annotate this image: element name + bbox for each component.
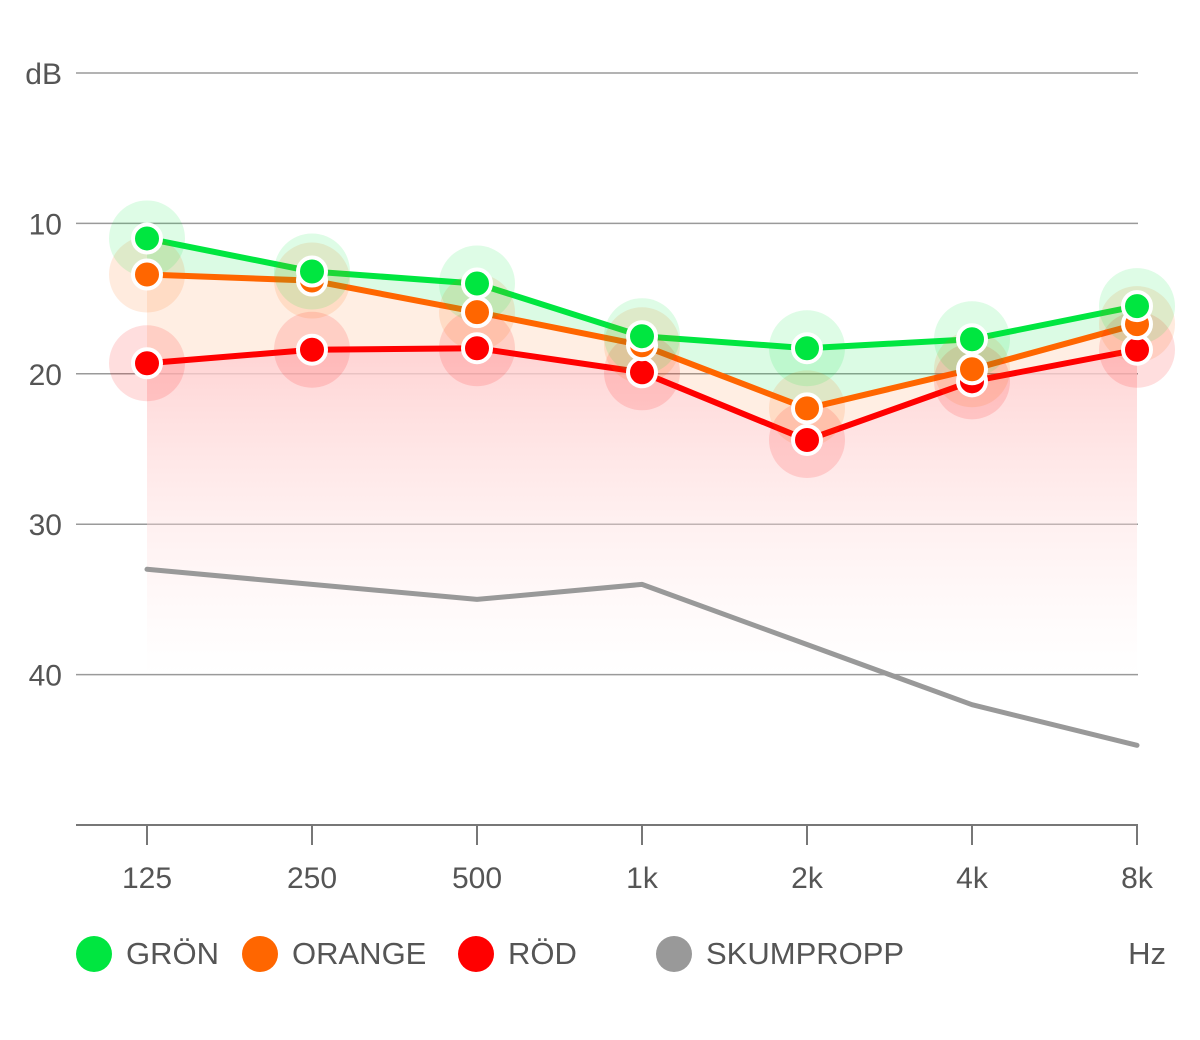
legend-item-rod: RÖD <box>458 928 577 980</box>
data-point-orange <box>461 296 493 329</box>
y-tick-label: 10 <box>29 208 62 241</box>
data-point-grön <box>131 222 163 255</box>
legend-item-skumpropp: SKUMPROPP <box>656 928 904 980</box>
x-tick-label: 8k <box>1121 862 1154 895</box>
x-tick-label: 500 <box>452 862 502 895</box>
y-tick-label: 20 <box>29 359 62 392</box>
legend-item-gron: GRÖN <box>76 928 219 980</box>
legend-swatch-gron <box>76 936 112 972</box>
data-point-orange <box>956 353 988 386</box>
x-tick-label: 250 <box>287 862 337 895</box>
x-tick-label: 125 <box>122 862 172 895</box>
series-line-skumpropp <box>144 566 1140 748</box>
data-point-grön <box>626 320 658 353</box>
data-point-grön <box>296 255 328 288</box>
x-tick-label: 1k <box>626 862 659 895</box>
data-point-grön <box>791 332 823 365</box>
legend-label-gron: GRÖN <box>126 936 219 971</box>
y-tick-label: 30 <box>29 509 62 542</box>
data-point-orange <box>131 258 163 291</box>
legend-item-orange: ORANGE <box>242 928 426 980</box>
legend-swatch-orange <box>242 936 278 972</box>
legend-label-skumpropp: SKUMPROPP <box>706 936 905 971</box>
data-point-röd <box>461 332 493 365</box>
legend: GRÖN ORANGE RÖD SKUMPROPP Hz <box>76 928 1166 980</box>
y-tick-label: 40 <box>29 660 62 693</box>
band-gron-orange <box>147 238 1137 409</box>
data-point-röd <box>626 356 658 389</box>
x-axis-unit-label: Hz <box>1128 936 1166 971</box>
data-point-grön <box>461 267 493 300</box>
x-tick-label: 4k <box>956 862 989 895</box>
legend-label-rod: RÖD <box>508 936 577 971</box>
data-point-orange <box>791 392 823 425</box>
data-point-röd <box>296 333 328 366</box>
y-axis-unit-label: dB <box>25 58 62 91</box>
legend-swatch-rod <box>458 936 494 972</box>
legend-label-orange: ORANGE <box>292 936 427 971</box>
data-point-grön <box>956 323 988 356</box>
data-point-grön <box>1121 290 1153 323</box>
data-point-röd <box>131 347 163 380</box>
data-point-röd <box>791 423 823 456</box>
x-tick-label: 2k <box>791 862 824 895</box>
legend-swatch-skumpropp <box>656 936 692 972</box>
